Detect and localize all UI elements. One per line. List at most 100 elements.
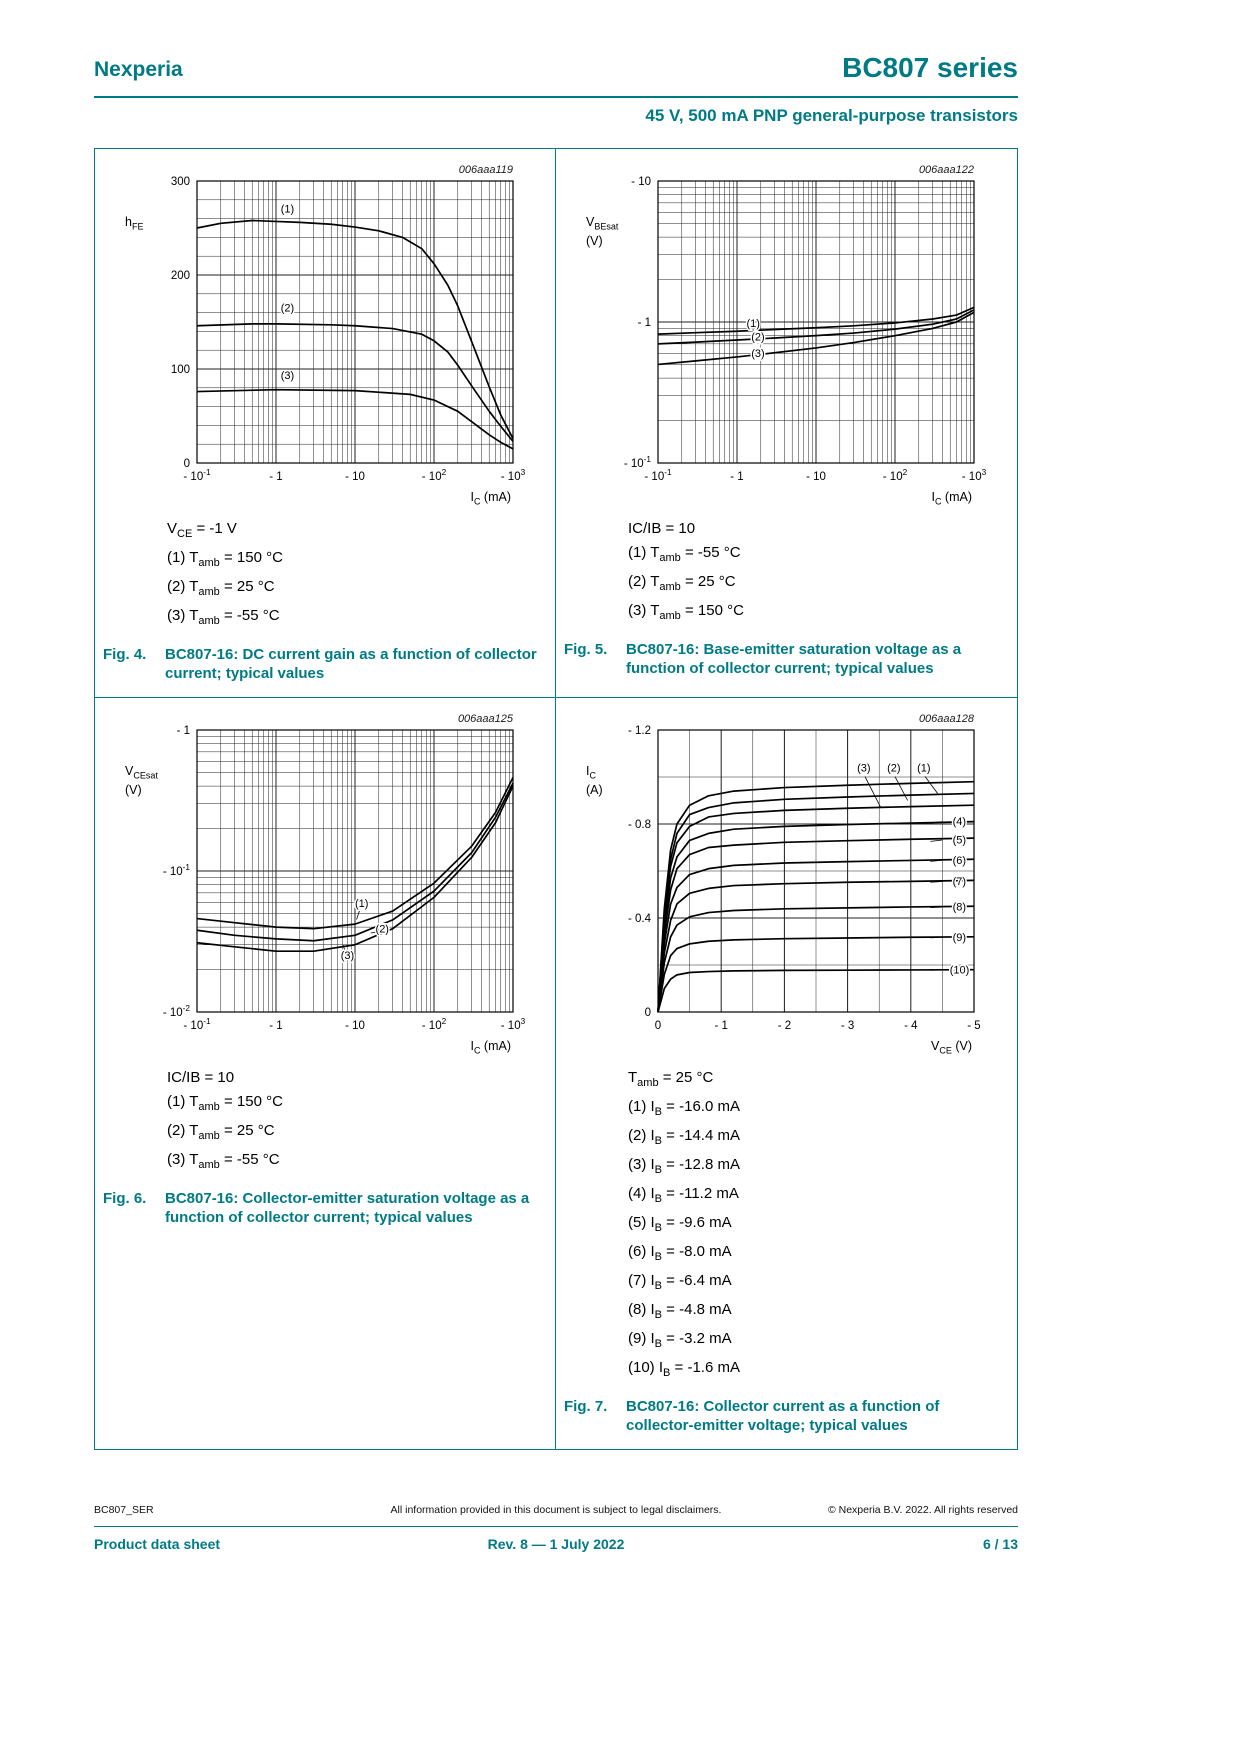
- footer-disclaimer: All information provided in this documen…: [390, 1504, 722, 1516]
- svg-text:(3): (3): [751, 348, 764, 360]
- svg-text:(3): (3): [857, 763, 870, 775]
- footer-page-number: 6 / 13: [982, 1536, 1018, 1552]
- svg-text:(2): (2): [281, 302, 294, 314]
- svg-text:IC: IC: [586, 764, 596, 781]
- svg-text:IC (mA): IC (mA): [470, 1039, 511, 1056]
- svg-text:0: 0: [655, 1020, 661, 1032]
- condition-line: IC/IB = 10: [167, 1069, 235, 1086]
- condition-line: (3) Tamb = -55 °C: [167, 607, 280, 627]
- svg-text:VBEsat: VBEsat: [586, 215, 619, 232]
- svg-text:(3): (3): [281, 370, 294, 382]
- condition-line: (1) Tamb = 150 °C: [167, 549, 283, 569]
- svg-text:- 102: - 102: [422, 1017, 447, 1032]
- svg-text:hFE: hFE: [125, 215, 143, 232]
- fig5-caption: Fig. 5. BC807-16: Base-emitter saturatio…: [556, 640, 1017, 680]
- condition-line: Tamb = 25 °C: [628, 1069, 714, 1089]
- svg-text:006aaa125: 006aaa125: [458, 713, 514, 725]
- svg-text:(V): (V): [586, 234, 603, 248]
- page-header: Nexperia BC807 series: [94, 54, 1018, 82]
- fig7-caption-text: BC807-16: Collector current as a functio…: [626, 1398, 940, 1434]
- svg-text:- 103: - 103: [501, 468, 526, 483]
- svg-text:(2): (2): [887, 763, 900, 775]
- svg-text:- 5: - 5: [967, 1020, 980, 1032]
- svg-text:- 10: - 10: [345, 471, 365, 483]
- svg-text:- 3: - 3: [841, 1020, 854, 1032]
- condition-line: (4) IB = -11.2 mA: [628, 1185, 739, 1205]
- svg-text:006aaa122: 006aaa122: [919, 164, 974, 176]
- svg-text:(4): (4): [953, 816, 966, 828]
- fig5-vbesat-chart: - 10-1 - 1 - 10 - 102 - 103 - 10 - 1 - 10-1 VBEs…: [586, 164, 987, 507]
- svg-text:- 102: - 102: [422, 468, 447, 483]
- svg-text:- 1: - 1: [638, 317, 651, 329]
- svg-text:IC (mA): IC (mA): [470, 490, 511, 507]
- svg-text:(A): (A): [586, 783, 603, 797]
- condition-line: (2) Tamb = 25 °C: [167, 1122, 275, 1142]
- condition-line: (1) IB = -16.0 mA: [628, 1098, 740, 1118]
- svg-text:- 1: - 1: [730, 471, 743, 483]
- condition-line: (2) Tamb = 25 °C: [167, 578, 275, 598]
- svg-text:- 10-1: - 10-1: [183, 1017, 211, 1032]
- svg-text:(7): (7): [953, 876, 966, 888]
- condition-line: (8) IB = -4.8 mA: [628, 1301, 732, 1321]
- figure-5-cell: - 10-1 - 1 - 10 - 102 - 103 - 10 - 1 - 10-1 VBEs…: [556, 149, 1017, 698]
- fig4-dc-current-gain-chart: - 10-1 - 1 - 10 - 102 - 103 0 100 200 300 hFE IC (…: [125, 164, 526, 507]
- svg-text:- 1: - 1: [269, 1020, 282, 1032]
- fig5-caption-text: BC807-16: Base-emitter saturation voltag…: [626, 641, 962, 677]
- svg-text:- 2: - 2: [778, 1020, 791, 1032]
- svg-text:VCE (V): VCE (V): [931, 1039, 972, 1056]
- svg-text:(3): (3): [341, 950, 354, 962]
- footer-revision: Rev. 8 — 1 July 2022: [487, 1536, 625, 1552]
- svg-text:(V): (V): [125, 783, 142, 797]
- fig7-conditions: Tamb = 25 °C (1) IB = -16.0 mA (2) IB = -1…: [628, 1066, 1017, 1385]
- document-title: BC807 series: [842, 52, 1018, 83]
- svg-text:- 1: - 1: [269, 471, 282, 483]
- svg-text:- 10-1: - 10-1: [163, 863, 191, 878]
- svg-text:- 1: - 1: [177, 725, 190, 737]
- fig4-number: Fig. 4.: [103, 646, 147, 663]
- footer-rule: [94, 1526, 1018, 1527]
- svg-text:(5): (5): [953, 834, 966, 846]
- svg-text:(1): (1): [281, 204, 294, 216]
- svg-text:- 10: - 10: [345, 1020, 365, 1032]
- svg-text:- 4: - 4: [904, 1020, 918, 1032]
- svg-text:- 10-1: - 10-1: [624, 455, 652, 470]
- fig7-number: Fig. 7.: [564, 1398, 608, 1415]
- fig4-caption-text: BC807-16: DC current gain as a function …: [165, 646, 537, 682]
- svg-text:- 103: - 103: [501, 1017, 526, 1032]
- condition-line: (3) Tamb = 150 °C: [628, 602, 744, 622]
- figures-grid: - 10-1- 1- 10- 102- 103 0 100 200 300 hFE IC (…: [94, 148, 1018, 1450]
- svg-text:- 10-1: - 10-1: [644, 468, 672, 483]
- condition-line: (9) IB = -3.2 mA: [628, 1330, 732, 1350]
- svg-text:(1): (1): [917, 763, 930, 775]
- figure-6-cell: - 10-1- 1- 10- 102- 103- 1- 10-1- 10-2 VC…: [95, 698, 556, 1449]
- svg-text:- 10: - 10: [806, 471, 826, 483]
- svg-text:0: 0: [184, 458, 190, 470]
- svg-text:- 1.2: - 1.2: [628, 725, 651, 737]
- condition-line: (5) IB = -9.6 mA: [628, 1214, 732, 1234]
- fig5-number: Fig. 5.: [564, 641, 608, 658]
- svg-text:IC (mA): IC (mA): [931, 490, 972, 507]
- fig6-conditions: IC/IB = 10 (1) Tamb = 150 °C (2) Tamb = 25…: [167, 1066, 555, 1177]
- figure-7-cell: 0 - 1 - 2 - 3 - 4 - 5 0 - 0.4 - 0.8 - 1.2 IC (A) VCE…: [556, 698, 1017, 1449]
- svg-text:100: 100: [171, 364, 190, 376]
- fig4-conditions: VCE = -1 V (1) Tamb = 150 °C (2) Tamb = 25…: [167, 517, 555, 633]
- condition-line: (6) IB = -8.0 mA: [628, 1243, 732, 1263]
- svg-text:(1): (1): [355, 898, 368, 910]
- figure-4-cell: - 10-1 - 1 - 10 - 102 - 103 0 100 200 300 hFE IC (…: [95, 149, 556, 698]
- svg-text:- 10: - 10: [631, 176, 651, 188]
- footer-main-row: Product data sheet Rev. 8 — 1 July 2022 …: [94, 1536, 1018, 1552]
- svg-text:VCEsat: VCEsat: [125, 764, 158, 781]
- svg-text:- 10-1: - 10-1: [183, 468, 211, 483]
- svg-text:0: 0: [645, 1007, 651, 1019]
- fig6-vcesat-chart: - 10-1- 1- 10- 102- 103- 1- 10-1- 10-2VC…: [125, 713, 526, 1056]
- footer-copyright: © Nexperia B.V. 2022. All rights reserve…: [827, 1504, 1018, 1516]
- fig5-conditions: IC/IB = 10 (1) Tamb = -55 °C (2) Tamb = 25…: [628, 517, 1017, 628]
- svg-text:- 10-2: - 10-2: [163, 1004, 191, 1019]
- footer-meta-row: BC807_SER All information provided in th…: [94, 1504, 1018, 1516]
- svg-text:(1): (1): [746, 318, 759, 330]
- fig7-caption: Fig. 7. BC807-16: Collector current as a…: [556, 1397, 1017, 1437]
- svg-text:(2): (2): [376, 923, 389, 935]
- svg-text:200: 200: [171, 270, 190, 282]
- condition-line: (3) Tamb = -55 °C: [167, 1151, 280, 1171]
